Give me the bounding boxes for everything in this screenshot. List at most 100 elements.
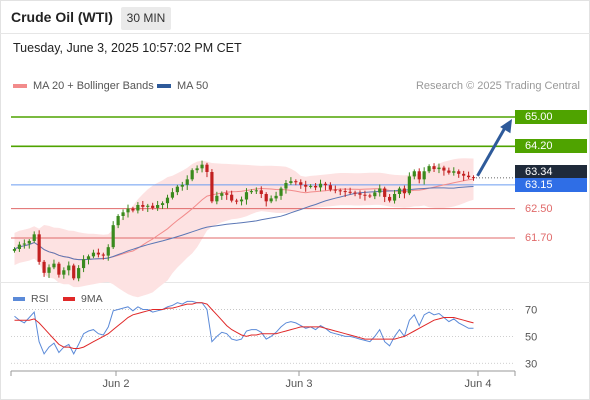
legend-bb: MA 20 + Bollinger Bands (13, 80, 154, 92)
candle (333, 189, 337, 191)
candle (442, 167, 446, 171)
candle (32, 234, 36, 241)
candle (254, 190, 258, 192)
rsi-tick-label: 30 (525, 358, 537, 370)
candle (373, 192, 377, 197)
candle (466, 175, 471, 178)
candle (121, 212, 125, 216)
candle (57, 263, 61, 275)
candle (151, 205, 155, 208)
candle (269, 198, 273, 202)
panel-divider (0, 282, 590, 283)
last-tag-63.34: 63.34 (515, 164, 587, 179)
candle (417, 171, 421, 180)
forecast-arrow-head (500, 119, 512, 134)
candle (67, 265, 71, 271)
candle (126, 208, 130, 213)
candle (210, 172, 214, 202)
candle (294, 181, 298, 183)
candle (249, 191, 254, 193)
resistance-tag-64.20: 64.20 (515, 139, 587, 154)
rsi-swatch (13, 297, 25, 302)
candle (432, 166, 436, 170)
bollinger-band (14, 158, 474, 298)
candle (220, 193, 224, 196)
candle (170, 192, 175, 198)
datetime-label: Tuesday, June 3, 2025 10:57:02 PM CET (13, 41, 242, 55)
candle (304, 184, 308, 187)
x-tick-label: Jun 2 (103, 378, 130, 390)
candle (81, 259, 86, 269)
candle (274, 195, 278, 199)
candle (72, 265, 76, 279)
candle (156, 205, 160, 208)
x-tick-label: Jun 4 (465, 378, 492, 390)
candle (17, 244, 22, 249)
rsi-ma-swatch (63, 297, 75, 302)
candle (230, 194, 234, 201)
candle (86, 256, 91, 260)
rsi-ma-legend-label: 9MA (81, 293, 103, 305)
ma50-legend-label: MA 50 (177, 80, 209, 92)
legend-ma50: MA 50 (157, 80, 208, 92)
rsi-legend-label: RSI (31, 293, 49, 305)
candle (136, 205, 140, 211)
candle (47, 267, 51, 273)
candle (397, 188, 402, 194)
candle (62, 270, 66, 275)
candle (111, 225, 115, 248)
candle (452, 171, 456, 173)
candle (353, 192, 357, 194)
ma50-swatch (157, 84, 171, 89)
candle (457, 171, 461, 174)
candle (284, 183, 288, 189)
candle (190, 170, 194, 180)
rsi-tick-label: 50 (525, 331, 537, 343)
candle (96, 252, 100, 255)
candle (225, 193, 229, 195)
candle (378, 188, 382, 193)
candle (175, 186, 179, 193)
candle (185, 179, 189, 185)
candle (141, 205, 145, 207)
candle (279, 188, 283, 196)
candle (106, 247, 110, 256)
candle (437, 167, 441, 170)
credit-text: Research © 2025 Trading Central (415, 80, 580, 92)
candle (427, 166, 431, 172)
ma50-line (14, 186, 474, 261)
candle (323, 183, 328, 186)
candle (338, 190, 342, 192)
candle (422, 171, 426, 180)
rsi-tick-label: 70 (525, 304, 537, 316)
candle (402, 188, 407, 194)
candle (77, 268, 81, 279)
candle (27, 240, 31, 244)
pivot-tag-63.15: 63.15 (515, 177, 587, 192)
candle (160, 203, 165, 205)
candle (358, 193, 362, 195)
candle (363, 194, 367, 196)
candle (215, 195, 219, 202)
candle (313, 185, 318, 188)
candle (383, 188, 387, 197)
candle (318, 183, 323, 188)
candle (309, 185, 313, 187)
candle (180, 184, 184, 187)
candle (101, 254, 105, 256)
candle (259, 190, 263, 194)
instrument-title: Crude Oil (WTI) (11, 9, 113, 25)
header-divider (0, 33, 590, 34)
candle (234, 200, 239, 202)
timeframe-button[interactable]: 30 MIN (121, 7, 171, 30)
candle (388, 196, 392, 201)
rsi-line (14, 300, 474, 355)
candle (299, 182, 303, 185)
bb-swatch (13, 84, 27, 89)
bb-legend-label: MA 20 + Bollinger Bands (33, 80, 154, 92)
resistance-tag-65.00: 65.00 (515, 110, 587, 124)
candle (52, 263, 56, 268)
candle (37, 234, 41, 262)
forecast-arrow-shaft (476, 125, 508, 177)
